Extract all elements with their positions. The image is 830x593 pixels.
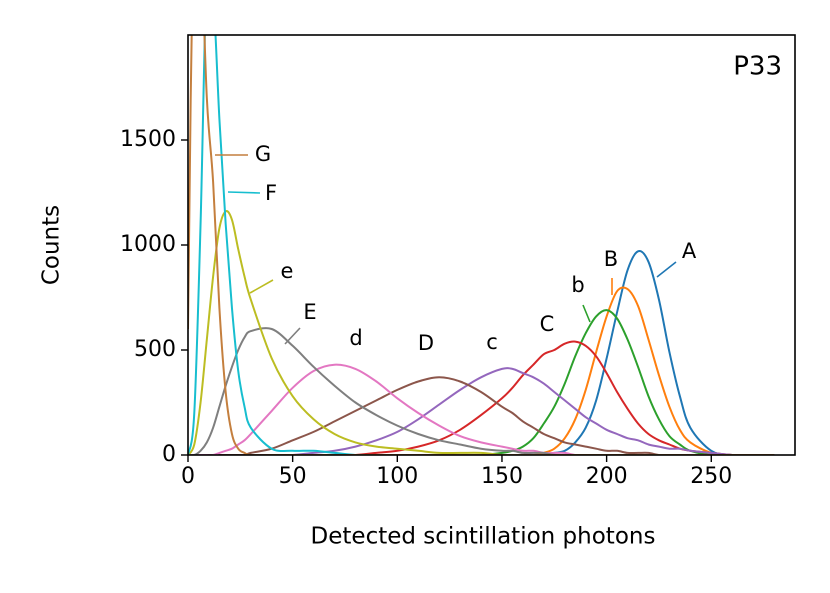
x-axis-label: Detected scintillation photons	[311, 524, 656, 550]
leader-line	[284, 327, 301, 345]
series-label: e	[281, 259, 294, 283]
series-line	[188, 286, 775, 455]
x-tick-label: 150	[481, 464, 523, 489]
series-line	[188, 327, 775, 455]
series-line	[188, 250, 775, 455]
series-line	[188, 363, 775, 455]
series-line	[188, 309, 775, 455]
leader-line	[249, 279, 274, 294]
y-tick-label: 1500	[120, 127, 176, 152]
x-tick-label: 200	[586, 464, 628, 489]
series-label: E	[303, 300, 316, 324]
series-label: d	[349, 326, 362, 350]
series-line	[188, 210, 775, 455]
x-tick-label: 250	[690, 464, 732, 489]
y-tick-label: 1000	[120, 232, 176, 257]
series-label: G	[255, 142, 271, 166]
plot-area	[188, 35, 775, 455]
series-label: A	[682, 239, 697, 263]
y-tick-label: 0	[162, 442, 176, 467]
leader-line	[582, 304, 591, 323]
series-label: C	[540, 312, 555, 336]
series-label: b	[571, 273, 584, 297]
series-label: c	[486, 330, 498, 354]
series-line	[188, 35, 775, 455]
series-line	[188, 340, 775, 455]
panel-label: P33	[733, 52, 782, 82]
x-tick-label: 0	[181, 464, 195, 489]
series-line	[188, 367, 775, 455]
x-tick-label: 100	[376, 464, 418, 489]
leader-line	[656, 261, 677, 278]
y-axis-label: Counts	[39, 205, 65, 285]
series-label: B	[604, 247, 618, 271]
plot-frame	[187, 34, 796, 456]
leader-line	[227, 191, 261, 194]
series-line	[188, 35, 775, 455]
series-label: D	[418, 331, 434, 355]
x-tick-label: 50	[279, 464, 307, 489]
y-tick-label: 500	[134, 337, 176, 362]
series-label: F	[265, 181, 277, 205]
